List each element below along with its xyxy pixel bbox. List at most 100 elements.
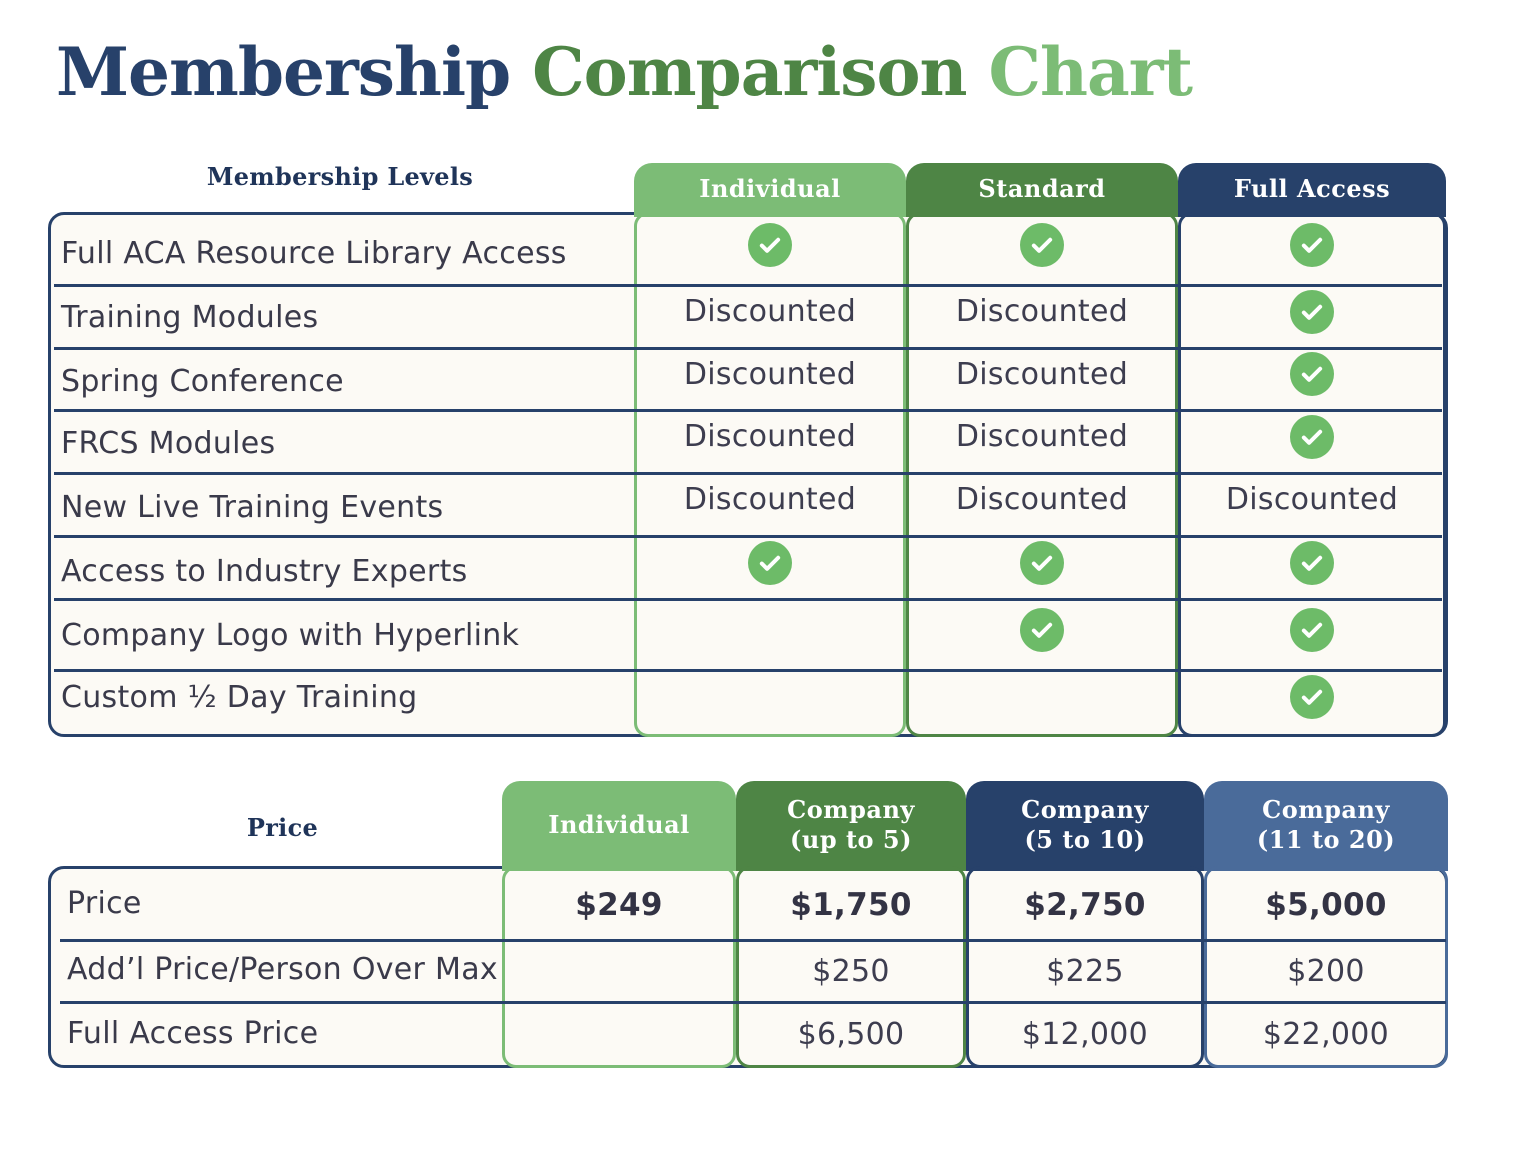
table-cell	[906, 599, 1178, 660]
price-value: $1,750	[790, 886, 912, 923]
row-divider	[54, 598, 1442, 601]
header-line-1: Company	[787, 795, 915, 824]
price-cell: $6,500	[736, 1002, 966, 1066]
row-label: FRCS Modules	[61, 426, 276, 461]
price-value: $200	[1287, 953, 1365, 989]
table-cell	[1178, 599, 1446, 660]
cell-text: Discounted	[683, 356, 857, 392]
header-line-1: Individual	[548, 810, 690, 839]
header-line-2: (5 to 10)	[1024, 825, 1146, 854]
row-divider	[60, 939, 1446, 942]
cell-text: Discounted	[1225, 482, 1399, 517]
cell-text: Discounted	[683, 294, 857, 329]
check-icon	[1290, 352, 1334, 396]
table-cell	[634, 215, 906, 275]
check-icon	[1290, 289, 1334, 334]
table-cell: Discounted	[906, 410, 1178, 463]
table-cell: Discounted	[906, 348, 1178, 400]
column-header-standard: Standard	[906, 163, 1178, 217]
price-cell	[502, 1002, 736, 1066]
cell-text: Discounted	[955, 482, 1129, 517]
check-icon	[748, 540, 792, 585]
price-cell: $5,000	[1204, 869, 1448, 940]
table-cell	[1178, 410, 1446, 463]
header-line-2: (up to 5)	[790, 825, 912, 854]
price-cell: $22,000	[1204, 1002, 1448, 1066]
row-divider	[54, 347, 1442, 350]
price-value: $5,000	[1265, 886, 1387, 923]
cell-text: Discounted	[955, 419, 1129, 454]
table-cell	[634, 536, 906, 589]
row-label: Add’l Price/Person Over Max	[67, 952, 498, 987]
check-icon	[1290, 223, 1334, 267]
check-icon	[1290, 607, 1334, 652]
title-part-2: Comparison	[532, 33, 967, 111]
row-label: Access to Industry Experts	[61, 554, 468, 589]
check-icon	[1290, 540, 1334, 585]
pricing-column-header: Company (11 to 20)	[1204, 781, 1448, 871]
row-label: Full Access Price	[67, 1016, 319, 1051]
row-divider	[54, 472, 1442, 475]
table-cell	[634, 599, 906, 660]
title-part-3: Chart	[988, 33, 1193, 111]
table-cell	[1178, 285, 1446, 338]
price-value: $225	[1046, 953, 1124, 989]
check-icon	[1290, 675, 1334, 719]
price-value: $250	[812, 953, 890, 989]
price-section-label: Price	[246, 813, 319, 842]
row-divider	[54, 535, 1442, 538]
row-label: Full ACA Resource Library Access	[61, 236, 567, 271]
table-cell	[906, 536, 1178, 589]
column-header-individual: Individual	[634, 163, 906, 217]
check-icon	[1020, 607, 1064, 652]
row-label: Custom ½ Day Training	[61, 680, 418, 715]
price-value: $249	[575, 886, 663, 923]
header-line-1: Company	[1262, 795, 1390, 824]
price-cell: $12,000	[966, 1002, 1204, 1066]
price-cell: $250	[736, 940, 966, 1002]
table-cell: Discounted	[906, 473, 1178, 526]
price-cell: $225	[966, 940, 1204, 1002]
check-icon	[1020, 540, 1064, 585]
pricing-column-header: Company (5 to 10)	[966, 781, 1204, 871]
check-icon	[748, 223, 792, 267]
row-label: Training Modules	[61, 300, 319, 335]
column-header-full-access: Full Access	[1178, 163, 1446, 217]
price-cell: $1,750	[736, 869, 966, 940]
table-cell: Discounted	[634, 473, 906, 526]
membership-levels-label: Membership Levels	[206, 162, 474, 191]
row-divider	[54, 409, 1442, 412]
header-line-1: Company	[1021, 795, 1149, 824]
price-value: $22,000	[1262, 1016, 1390, 1052]
price-value: $6,500	[797, 1016, 905, 1052]
table-cell: Discounted	[634, 410, 906, 463]
row-divider	[60, 1001, 1446, 1004]
table-cell	[906, 215, 1178, 275]
page-title: Membership Comparison Chart	[56, 22, 1476, 122]
cell-text: Discounted	[955, 294, 1129, 329]
price-cell: $249	[502, 869, 736, 940]
row-label: Spring Conference	[61, 364, 344, 399]
table-cell	[1178, 536, 1446, 589]
table-cell: Discounted	[634, 285, 906, 338]
price-cell	[502, 940, 736, 1002]
price-value: $2,750	[1024, 886, 1146, 923]
row-label: Price	[67, 886, 142, 921]
pricing-column-header: Individual	[502, 781, 736, 871]
check-icon	[1020, 223, 1064, 267]
table-cell	[906, 670, 1178, 724]
cell-text: Discounted	[683, 419, 857, 454]
table-cell	[1178, 215, 1446, 275]
row-label: Company Logo with Hyperlink	[61, 618, 520, 653]
price-cell: $200	[1204, 940, 1448, 1002]
cell-text: Discounted	[683, 482, 857, 517]
table-cell: Discounted	[634, 348, 906, 400]
table-cell	[634, 670, 906, 724]
table-cell	[1178, 670, 1446, 724]
check-icon	[1290, 414, 1334, 459]
pricing-column-header: Company (up to 5)	[736, 781, 966, 871]
table-cell: Discounted	[906, 285, 1178, 338]
table-cell	[1178, 348, 1446, 400]
header-line-2: (11 to 20)	[1256, 825, 1396, 854]
price-value: $12,000	[1021, 1016, 1149, 1052]
